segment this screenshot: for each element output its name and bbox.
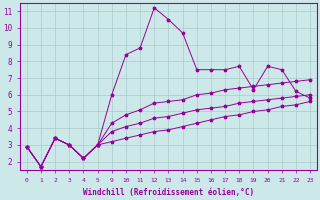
X-axis label: Windchill (Refroidissement éolien,°C): Windchill (Refroidissement éolien,°C) — [83, 188, 254, 197]
